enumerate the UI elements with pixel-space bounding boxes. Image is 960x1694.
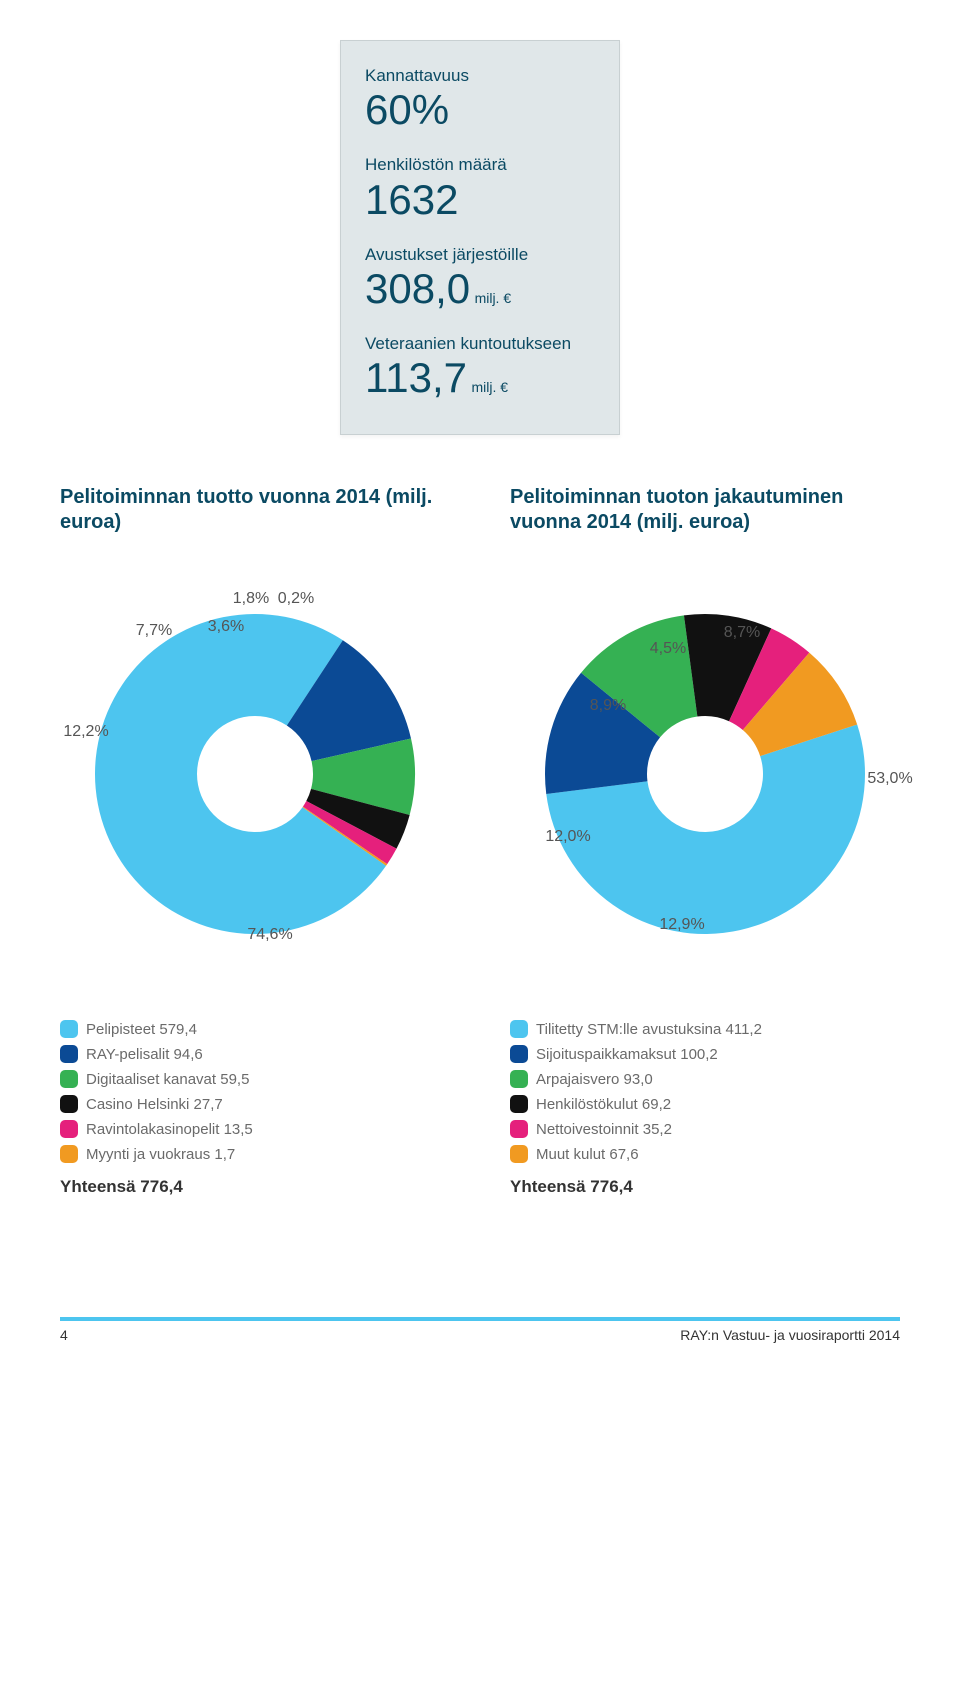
legend-swatch [510,1020,528,1038]
legend-swatch [60,1120,78,1138]
legend-item: RAY-pelisalit 94,6 [60,1044,450,1065]
slice-label: 12,2% [63,723,108,741]
legend-swatch [510,1120,528,1138]
stat-avustukset: Avustukset järjestöille 308,0 milj. € [365,244,595,313]
slice-label: 53,0% [867,770,912,788]
stat-veteraanien: Veteraanien kuntoutukseen 113,7 milj. € [365,333,595,402]
legends-row: Pelipisteet 579,4 RAY-pelisalit 94,6 Digit… [60,1019,900,1197]
stat-value: 60% [365,86,595,134]
slice-label: 12,0% [545,828,590,846]
legend-text: RAY-pelisalit 94,6 [86,1044,203,1065]
legend-swatch [510,1070,528,1088]
stats-panel: Kannattavuus 60% Henkilöstön määrä 1632 … [340,40,620,435]
legend-swatch [60,1070,78,1088]
legend-item: Digitaaliset kanavat 59,5 [60,1069,450,1090]
chart-title-right: Pelitoiminnan tuoton jakautuminen vuonna… [510,485,900,563]
stat-label: Veteraanien kuntoutukseen [365,333,595,354]
legend-text: Ravintolakasinopelit 13,5 [86,1119,253,1140]
legend-text: Henkilöstökulut 69,2 [536,1094,671,1115]
stat-value: 113,7 [365,354,467,401]
doc-title: RAY:n Vastuu- ja vuosiraportti 2014 [680,1327,900,1343]
stat-label: Avustukset järjestöille [365,244,595,265]
stat-value: 1632 [365,176,595,224]
legend-item: Ravintolakasinopelit 13,5 [60,1119,450,1140]
charts-row: Pelitoiminnan tuotto vuonna 2014 (milj. … [60,485,900,989]
legend-total: Yhteensä 776,4 [60,1177,450,1197]
slice-label: 4,5% [650,640,686,658]
page-number: 4 [60,1327,68,1343]
slice-label: 12,9% [659,916,704,934]
legend-item: Sijoituspaikkamaksut 100,2 [510,1044,900,1065]
legend-item: Nettoivestoinnit 35,2 [510,1119,900,1140]
legend-swatch [60,1145,78,1163]
legend-text: Muut kulut 67,6 [536,1144,639,1165]
slice-label: 3,6% [208,618,244,636]
slice-label: 0,2% [278,590,314,608]
slice-label: 8,7% [724,624,760,642]
slice-label: 74,6% [247,926,292,944]
chart-right-col: Pelitoiminnan tuoton jakautuminen vuonna… [510,485,900,989]
legend-text: Digitaaliset kanavat 59,5 [86,1069,249,1090]
legend-left: Pelipisteet 579,4 RAY-pelisalit 94,6 Digit… [60,1019,450,1197]
page-footer: 4 RAY:n Vastuu- ja vuosiraportti 2014 [60,1317,900,1343]
legend-text: Casino Helsinki 27,7 [86,1094,223,1115]
legend-item: Tilitetty STM:lle avustuksina 411,2 [510,1019,900,1040]
legend-total: Yhteensä 776,4 [510,1177,900,1197]
legend-text: Pelipisteet 579,4 [86,1019,197,1040]
legend-text: Nettoivestoinnit 35,2 [536,1119,672,1140]
legend-text: Tilitetty STM:lle avustuksina 411,2 [536,1019,762,1040]
legend-swatch [510,1145,528,1163]
legend-swatch [510,1045,528,1063]
chart-title-left: Pelitoiminnan tuotto vuonna 2014 (milj. … [60,485,450,563]
stat-label: Henkilöstön määrä [365,154,595,175]
legend-swatch [60,1045,78,1063]
stat-henkilosto: Henkilöstön määrä 1632 [365,154,595,223]
legend-item: Arpajaisvero 93,0 [510,1069,900,1090]
chart-left-col: Pelitoiminnan tuotto vuonna 2014 (milj. … [60,485,450,989]
legend-item: Henkilöstökulut 69,2 [510,1094,900,1115]
legend-text: Arpajaisvero 93,0 [536,1069,653,1090]
legend-text: Sijoituspaikkamaksut 100,2 [536,1044,718,1065]
slice-label: 8,9% [590,697,626,715]
legend-swatch [60,1020,78,1038]
legend-swatch [510,1095,528,1113]
stat-value: 308,0 [365,265,470,312]
donut-left: 74,6%12,2%7,7%3,6%1,8%0,2% [70,589,440,959]
slice-label: 7,7% [136,622,172,640]
legend-right: Tilitetty STM:lle avustuksina 411,2 Sijoi… [510,1019,900,1197]
stat-unit: milj. € [471,379,508,395]
legend-item: Myynti ja vuokraus 1,7 [60,1144,450,1165]
stat-kannattavuus: Kannattavuus 60% [365,65,595,134]
legend-text: Myynti ja vuokraus 1,7 [86,1144,235,1165]
donut-right: 53,0%12,9%12,0%8,9%4,5%8,7% [520,589,890,959]
legend-item: Muut kulut 67,6 [510,1144,900,1165]
stat-label: Kannattavuus [365,65,595,86]
legend-item: Casino Helsinki 27,7 [60,1094,450,1115]
slice-label: 1,8% [233,590,269,608]
stat-unit: milj. € [475,290,512,306]
legend-swatch [60,1095,78,1113]
legend-item: Pelipisteet 579,4 [60,1019,450,1040]
